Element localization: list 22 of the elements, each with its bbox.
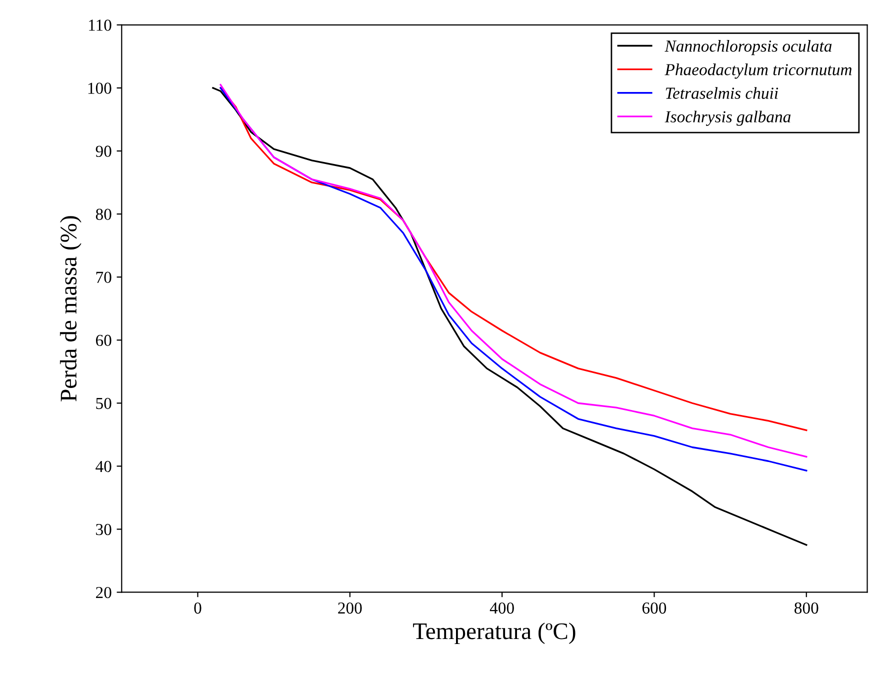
legend-label: Isochrysis galbana [664,110,791,126]
legend-label: Phaeodactylum tricornutum [664,64,852,79]
y-tick-label: 100 [88,82,112,94]
x-axis-title: Temperatura (ºC) [413,622,576,644]
y-tick-label: 60 [96,334,112,346]
line-series [212,87,808,546]
legend-label: Nannochloropsis oculata [664,40,832,56]
x-tick-label: 800 [794,602,818,614]
x-tick-label: 200 [338,602,362,614]
y-tick-label: 30 [96,524,112,536]
y-tick-label: 70 [96,272,112,283]
y-tick-label: 90 [96,146,112,157]
y-tick-label: 20 [96,586,112,598]
y-tick-label: 110 [89,20,112,31]
x-tick-label: 0 [194,602,202,614]
y-tick-label: 40 [96,460,112,472]
x-tick-label: 600 [642,602,666,614]
y-tick-label: 80 [96,208,112,220]
legend-label: Tetraselmis chuii [666,87,778,99]
y-tick-label: 50 [96,398,112,410]
x-tick-label: 400 [490,602,514,614]
y-axis-title: Perda de massa (%) [60,216,82,402]
